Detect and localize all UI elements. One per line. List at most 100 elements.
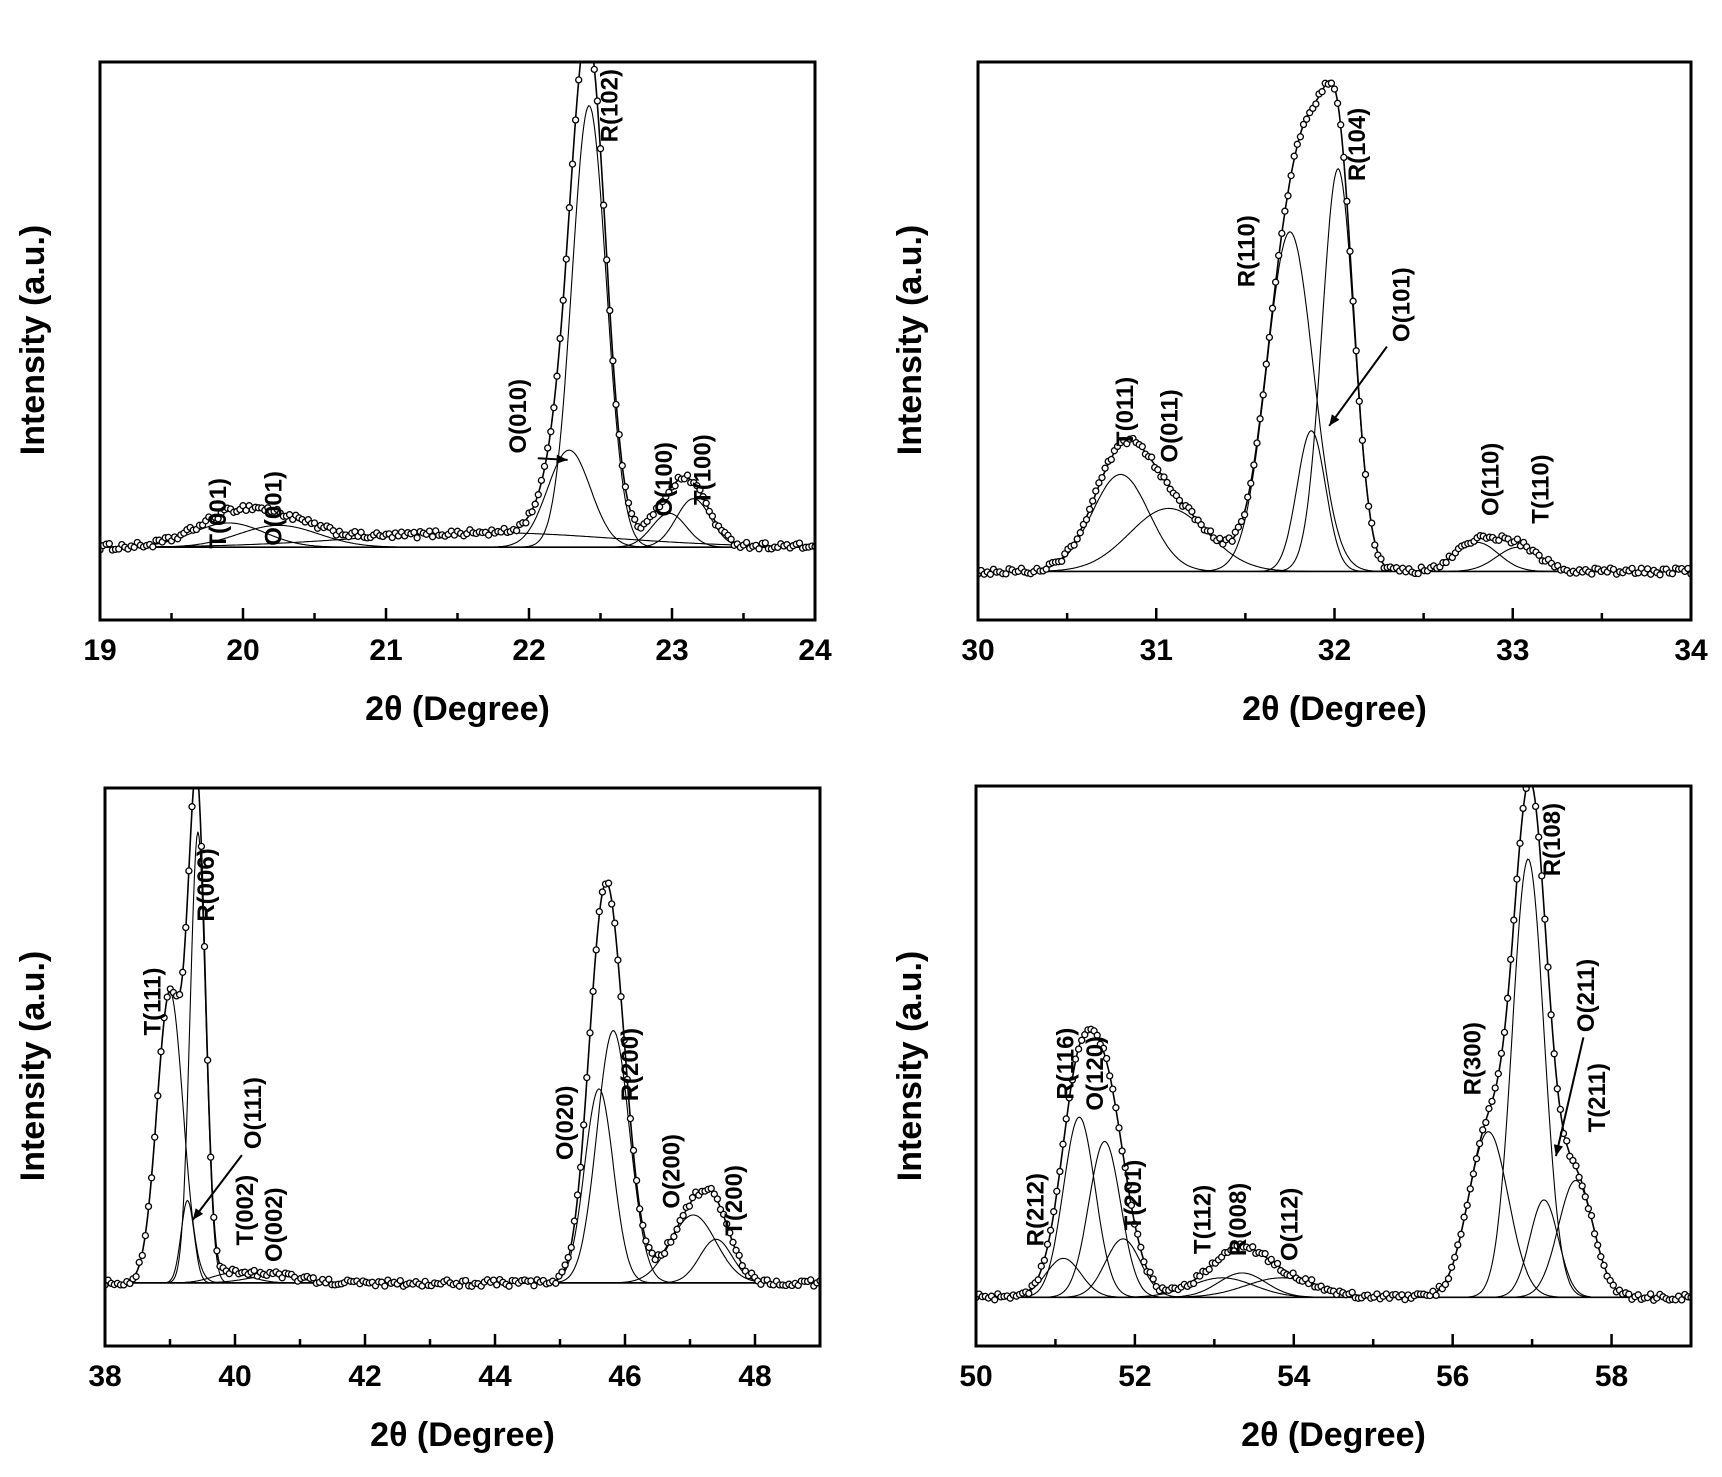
data-point — [1140, 1258, 1148, 1266]
data-point — [1444, 1275, 1453, 1283]
data-point — [1519, 804, 1527, 813]
data-point — [1112, 1104, 1120, 1112]
data-point — [1569, 1156, 1577, 1165]
data-point — [250, 1266, 258, 1275]
data-point — [1485, 1104, 1493, 1113]
data-point — [1089, 497, 1097, 505]
data-point — [1541, 915, 1549, 923]
data-point — [132, 1272, 140, 1281]
data-point — [1175, 496, 1184, 505]
data-point — [1457, 1230, 1465, 1238]
data-point — [1553, 1085, 1561, 1093]
data-point — [213, 1247, 221, 1255]
data-point — [707, 1184, 715, 1193]
plot-frame — [976, 60, 1693, 622]
data-point — [564, 1253, 572, 1262]
chart-svg-3: 38 40 42 44 46 48 2θ (Degree) Intensity (a.u.) T… — [14, 786, 822, 1454]
y-axis-label: Intensity (a.u.) — [891, 225, 929, 455]
data-point — [461, 1276, 470, 1285]
data-point — [755, 545, 763, 553]
data-point — [1231, 528, 1239, 536]
data-point — [670, 1232, 678, 1241]
component-peak-curve — [976, 1131, 1691, 1298]
data-point — [1352, 347, 1360, 355]
data-point — [609, 357, 617, 365]
data-point — [1600, 1261, 1608, 1270]
data-point — [1460, 1213, 1468, 1221]
chart-panel-2: 30 31 32 33 34 2θ (Degree) Intensity (a.u.) T(0… — [861, 0, 1722, 736]
data-point — [1547, 1011, 1555, 1019]
chart-panel-1: 19 20 21 22 23 24 2θ (Degree) Intensity (a.u.) T… — [0, 0, 861, 736]
data-point — [1513, 875, 1521, 883]
data-point — [615, 430, 623, 439]
y-axis-label: Intensity (a.u.) — [14, 225, 52, 455]
peak-label: R(110) — [1233, 215, 1260, 287]
data-point — [603, 256, 611, 264]
data-point — [732, 1246, 740, 1254]
data-point — [573, 1191, 582, 1199]
data-point — [575, 76, 583, 84]
data-point — [1102, 1054, 1111, 1063]
x-tick-label: 54 — [1277, 1360, 1311, 1393]
data-point — [1068, 1076, 1077, 1084]
data-point — [1076, 529, 1084, 537]
data-point — [1275, 251, 1283, 260]
data-point — [1575, 1173, 1583, 1181]
data-point — [708, 512, 717, 520]
data-point — [144, 1202, 153, 1211]
x-tick-label: 31 — [1140, 634, 1173, 667]
data-point — [1507, 955, 1515, 964]
data-point — [1149, 1275, 1157, 1283]
data-point — [1469, 1170, 1478, 1178]
data-point — [151, 1133, 159, 1141]
data-point — [580, 1121, 588, 1129]
component-peak-curve — [976, 1116, 1691, 1298]
data-point — [1348, 1288, 1356, 1297]
data-point — [1228, 537, 1236, 545]
data-point — [1073, 535, 1081, 543]
data-point — [381, 1282, 389, 1290]
x-axis-label: 2θ (Degree) — [1242, 690, 1427, 728]
data-point — [719, 1210, 728, 1219]
data-point — [1106, 1072, 1114, 1080]
data-point — [1050, 1208, 1058, 1216]
data-point — [1085, 505, 1094, 513]
peak-label-arrow — [1328, 346, 1388, 427]
data-point — [604, 879, 613, 887]
data-point — [1337, 121, 1345, 129]
data-point — [185, 867, 193, 875]
data-point — [1025, 1289, 1033, 1298]
data-point — [612, 400, 620, 409]
data-point — [1361, 470, 1370, 479]
peak-label: R(300) — [1460, 1022, 1487, 1095]
x-tick-label: 22 — [512, 634, 545, 667]
data-point — [203, 1056, 212, 1064]
data-point — [1188, 507, 1196, 516]
peak-label: T(100) — [690, 434, 717, 505]
y-axis-label: Intensity (a.u.) — [891, 951, 929, 1181]
data-point — [1463, 1201, 1471, 1209]
data-point — [163, 993, 171, 1001]
data-point — [1138, 442, 1146, 451]
data-point — [1130, 1220, 1139, 1228]
data-point — [1271, 278, 1280, 286]
data-point — [1293, 140, 1301, 148]
peak-label: O(110) — [1478, 443, 1505, 516]
data-point — [1563, 1137, 1571, 1145]
data-point — [1625, 1290, 1633, 1298]
peak-label: O(010) — [505, 379, 532, 454]
y-axis-label: Intensity (a.u.) — [14, 951, 52, 1181]
peak-label: T(211) — [1584, 1063, 1611, 1132]
data-point — [1550, 1050, 1558, 1058]
data-point — [1230, 1247, 1238, 1255]
peak-label: O(112) — [1277, 1188, 1304, 1261]
peak-label-arrowhead — [1553, 1144, 1563, 1157]
data-point — [1037, 1262, 1045, 1270]
data-point — [673, 1225, 681, 1233]
x-tick-label: 32 — [1318, 634, 1351, 667]
data-point — [1042, 565, 1050, 573]
data-point — [1134, 1230, 1142, 1238]
peak-label: R(104) — [1344, 108, 1371, 181]
data-point — [688, 1194, 697, 1202]
